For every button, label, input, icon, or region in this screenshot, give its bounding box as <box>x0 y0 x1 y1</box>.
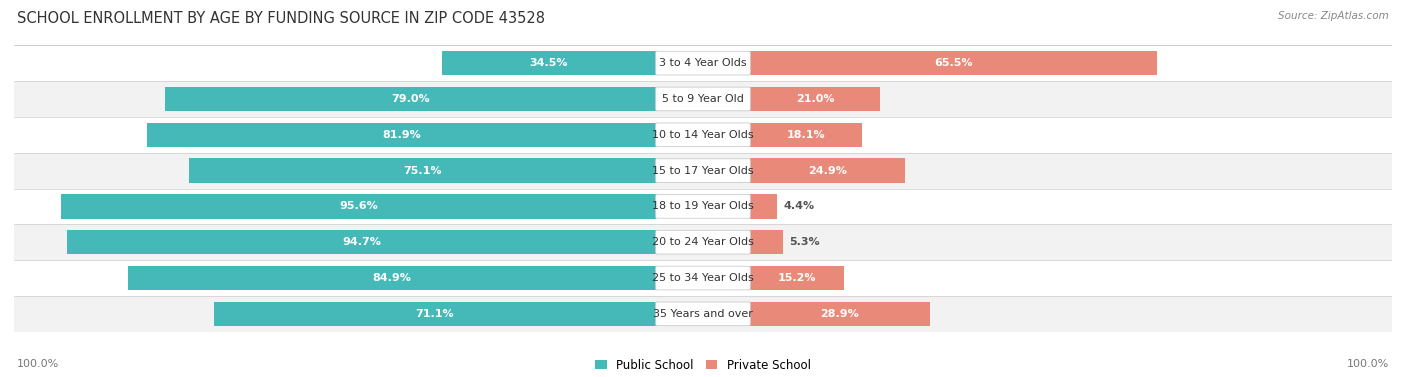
Text: 15.2%: 15.2% <box>778 273 817 283</box>
Bar <box>749 266 845 290</box>
Text: 15 to 17 Year Olds: 15 to 17 Year Olds <box>652 166 754 176</box>
FancyBboxPatch shape <box>655 51 751 75</box>
Bar <box>128 266 657 290</box>
Text: 75.1%: 75.1% <box>404 166 441 176</box>
Text: 71.1%: 71.1% <box>416 309 454 319</box>
Text: 24.9%: 24.9% <box>808 166 846 176</box>
Bar <box>749 194 778 219</box>
FancyBboxPatch shape <box>655 230 751 254</box>
Bar <box>67 230 657 254</box>
Text: 21.0%: 21.0% <box>796 94 834 104</box>
Bar <box>14 117 1392 153</box>
Bar <box>749 158 904 183</box>
Text: 20 to 24 Year Olds: 20 to 24 Year Olds <box>652 237 754 247</box>
Text: 35 Years and over: 35 Years and over <box>652 309 754 319</box>
Bar <box>14 153 1392 188</box>
Text: 5.3%: 5.3% <box>790 237 820 247</box>
Text: SCHOOL ENROLLMENT BY AGE BY FUNDING SOURCE IN ZIP CODE 43528: SCHOOL ENROLLMENT BY AGE BY FUNDING SOUR… <box>17 11 546 26</box>
Bar <box>749 51 1157 75</box>
Text: 28.9%: 28.9% <box>820 309 859 319</box>
Bar <box>441 51 657 75</box>
Bar <box>188 158 657 183</box>
Text: 3 to 4 Year Olds: 3 to 4 Year Olds <box>659 58 747 68</box>
Text: 84.9%: 84.9% <box>373 273 412 283</box>
Bar <box>165 87 657 111</box>
Legend: Public School, Private School: Public School, Private School <box>595 359 811 372</box>
Bar <box>749 87 880 111</box>
Text: 25 to 34 Year Olds: 25 to 34 Year Olds <box>652 273 754 283</box>
Bar <box>214 302 657 326</box>
Text: 18.1%: 18.1% <box>787 130 825 140</box>
Bar <box>146 123 657 147</box>
Text: 94.7%: 94.7% <box>342 237 381 247</box>
FancyBboxPatch shape <box>655 266 751 290</box>
Bar <box>14 260 1392 296</box>
Bar <box>14 296 1392 332</box>
Text: 95.6%: 95.6% <box>339 201 378 211</box>
FancyBboxPatch shape <box>655 87 751 111</box>
Text: 79.0%: 79.0% <box>391 94 430 104</box>
FancyBboxPatch shape <box>655 159 751 182</box>
Text: 4.4%: 4.4% <box>785 201 815 211</box>
Bar <box>749 123 862 147</box>
Text: 34.5%: 34.5% <box>530 58 568 68</box>
Text: 100.0%: 100.0% <box>17 359 59 369</box>
Bar <box>62 194 657 219</box>
Text: 100.0%: 100.0% <box>1347 359 1389 369</box>
Bar <box>14 81 1392 117</box>
Text: 18 to 19 Year Olds: 18 to 19 Year Olds <box>652 201 754 211</box>
Bar <box>749 302 929 326</box>
Bar <box>749 230 783 254</box>
Text: 65.5%: 65.5% <box>935 58 973 68</box>
Text: 81.9%: 81.9% <box>382 130 420 140</box>
Text: 5 to 9 Year Old: 5 to 9 Year Old <box>662 94 744 104</box>
FancyBboxPatch shape <box>655 123 751 147</box>
Text: 10 to 14 Year Olds: 10 to 14 Year Olds <box>652 130 754 140</box>
Bar <box>14 224 1392 260</box>
FancyBboxPatch shape <box>655 195 751 218</box>
Bar <box>14 188 1392 224</box>
Bar <box>14 45 1392 81</box>
FancyBboxPatch shape <box>655 302 751 326</box>
Text: Source: ZipAtlas.com: Source: ZipAtlas.com <box>1278 11 1389 21</box>
